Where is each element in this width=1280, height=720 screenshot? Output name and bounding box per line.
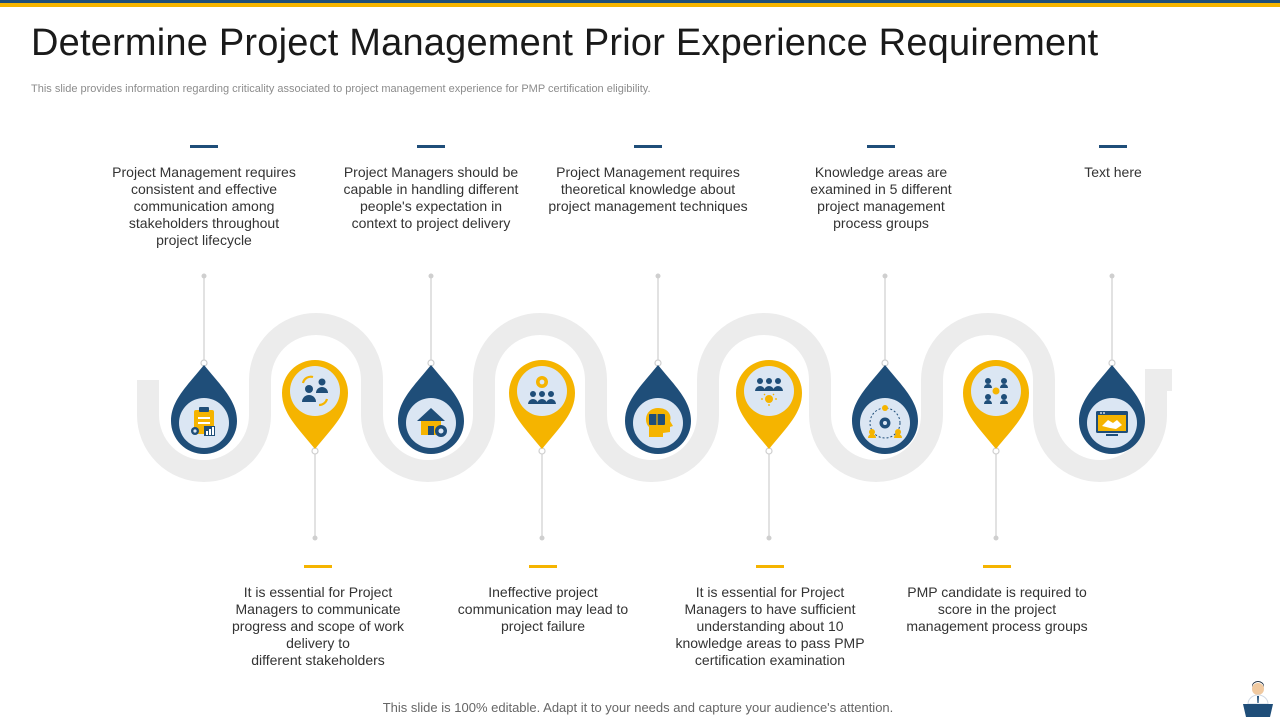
top-text-block-3: Project Management requires theoretical … bbox=[548, 145, 748, 215]
top-text-5: Text here bbox=[1084, 164, 1142, 180]
bottom-text-block-2: Ineffective project communication may le… bbox=[443, 565, 643, 635]
top-text-4: Knowledge areas are examined in 5 differ… bbox=[810, 164, 952, 231]
top-text-1: Project Management requires consistent a… bbox=[112, 164, 296, 248]
bottom-connector-dot-3 bbox=[766, 535, 772, 541]
clipboard-chart-icon bbox=[191, 407, 215, 436]
bottom-text-2: Ineffective project communication may le… bbox=[457, 584, 629, 634]
house-gear-icon bbox=[417, 408, 447, 437]
pin-navy-1 bbox=[171, 365, 237, 454]
pin-navy-2 bbox=[398, 365, 464, 454]
pin-navy-3 bbox=[625, 365, 691, 454]
page-subtitle: This slide provides information regardin… bbox=[31, 83, 651, 95]
bottom-text-4: PMP candidate is required to score in th… bbox=[906, 584, 1088, 634]
top-accent-bar bbox=[0, 0, 1280, 7]
top-dash-4 bbox=[867, 145, 895, 148]
top-accent-gold-stripe bbox=[0, 3, 1280, 7]
footer-note: This slide is 100% editable. Adapt it to… bbox=[382, 700, 894, 715]
team-idea-icon bbox=[755, 378, 783, 406]
bottom-connector-dot-2 bbox=[539, 535, 545, 541]
top-connector-dot-4 bbox=[882, 273, 888, 279]
bottom-connector-dot-1 bbox=[312, 535, 318, 541]
bottom-dash-3 bbox=[756, 565, 784, 568]
bottom-dash-1 bbox=[304, 565, 332, 568]
pin-gold-4 bbox=[963, 360, 1029, 449]
top-connector-dot-1 bbox=[201, 273, 207, 279]
handshake-screen-icon bbox=[1096, 411, 1128, 436]
top-text-3: Project Management requires theoretical … bbox=[548, 164, 748, 214]
bottom-connectors bbox=[311, 447, 1000, 541]
people-exchange-icon bbox=[301, 375, 329, 407]
top-dash-2 bbox=[417, 145, 445, 148]
bottom-dash-4 bbox=[983, 565, 1011, 568]
bottom-text-block-3: It is essential for Project Managers to … bbox=[670, 565, 870, 669]
top-dash-5 bbox=[1099, 145, 1127, 148]
top-text-block-2: Project Managers should be capable in ha… bbox=[331, 145, 531, 232]
bottom-text-3: It is essential for Project Managers to … bbox=[675, 584, 865, 668]
top-connector-dot-5 bbox=[1109, 273, 1115, 279]
pin-gold-2 bbox=[509, 360, 575, 449]
top-dash-1 bbox=[190, 145, 218, 148]
pin-navy-4 bbox=[852, 365, 918, 454]
top-text-block-5: Text here bbox=[1013, 145, 1213, 181]
head-book-icon bbox=[646, 408, 673, 437]
bottom-dash-2 bbox=[529, 565, 557, 568]
bottom-text-block-1: It is essential for Project Managers to … bbox=[218, 565, 418, 669]
bottom-text-1: It is essential for Project Managers to … bbox=[232, 584, 404, 668]
top-connector-dot-3 bbox=[655, 273, 661, 279]
pin-gold-3 bbox=[736, 360, 802, 449]
team-gear-icon bbox=[528, 376, 556, 404]
presenter-icon bbox=[1243, 681, 1273, 717]
bottom-text-block-4: PMP candidate is required to score in th… bbox=[897, 565, 1097, 635]
page-title: Determine Project Management Prior Exper… bbox=[31, 22, 1099, 64]
team-gear-network-icon bbox=[868, 405, 902, 439]
top-dash-3 bbox=[634, 145, 662, 148]
pin-gold-1 bbox=[282, 360, 348, 449]
bottom-connector-dot-4 bbox=[993, 535, 999, 541]
top-text-2: Project Managers should be capable in ha… bbox=[343, 164, 519, 231]
top-connectors bbox=[200, 273, 1116, 367]
pin-navy-5 bbox=[1079, 365, 1145, 454]
serpentine-track bbox=[137, 313, 1172, 482]
top-text-block-1: Project Management requires consistent a… bbox=[104, 145, 304, 249]
team-grid-icon bbox=[984, 378, 1008, 404]
top-text-block-4: Knowledge areas are examined in 5 differ… bbox=[781, 145, 981, 232]
top-connector-dot-2 bbox=[428, 273, 434, 279]
top-accent-navy-stripe bbox=[0, 0, 1280, 3]
